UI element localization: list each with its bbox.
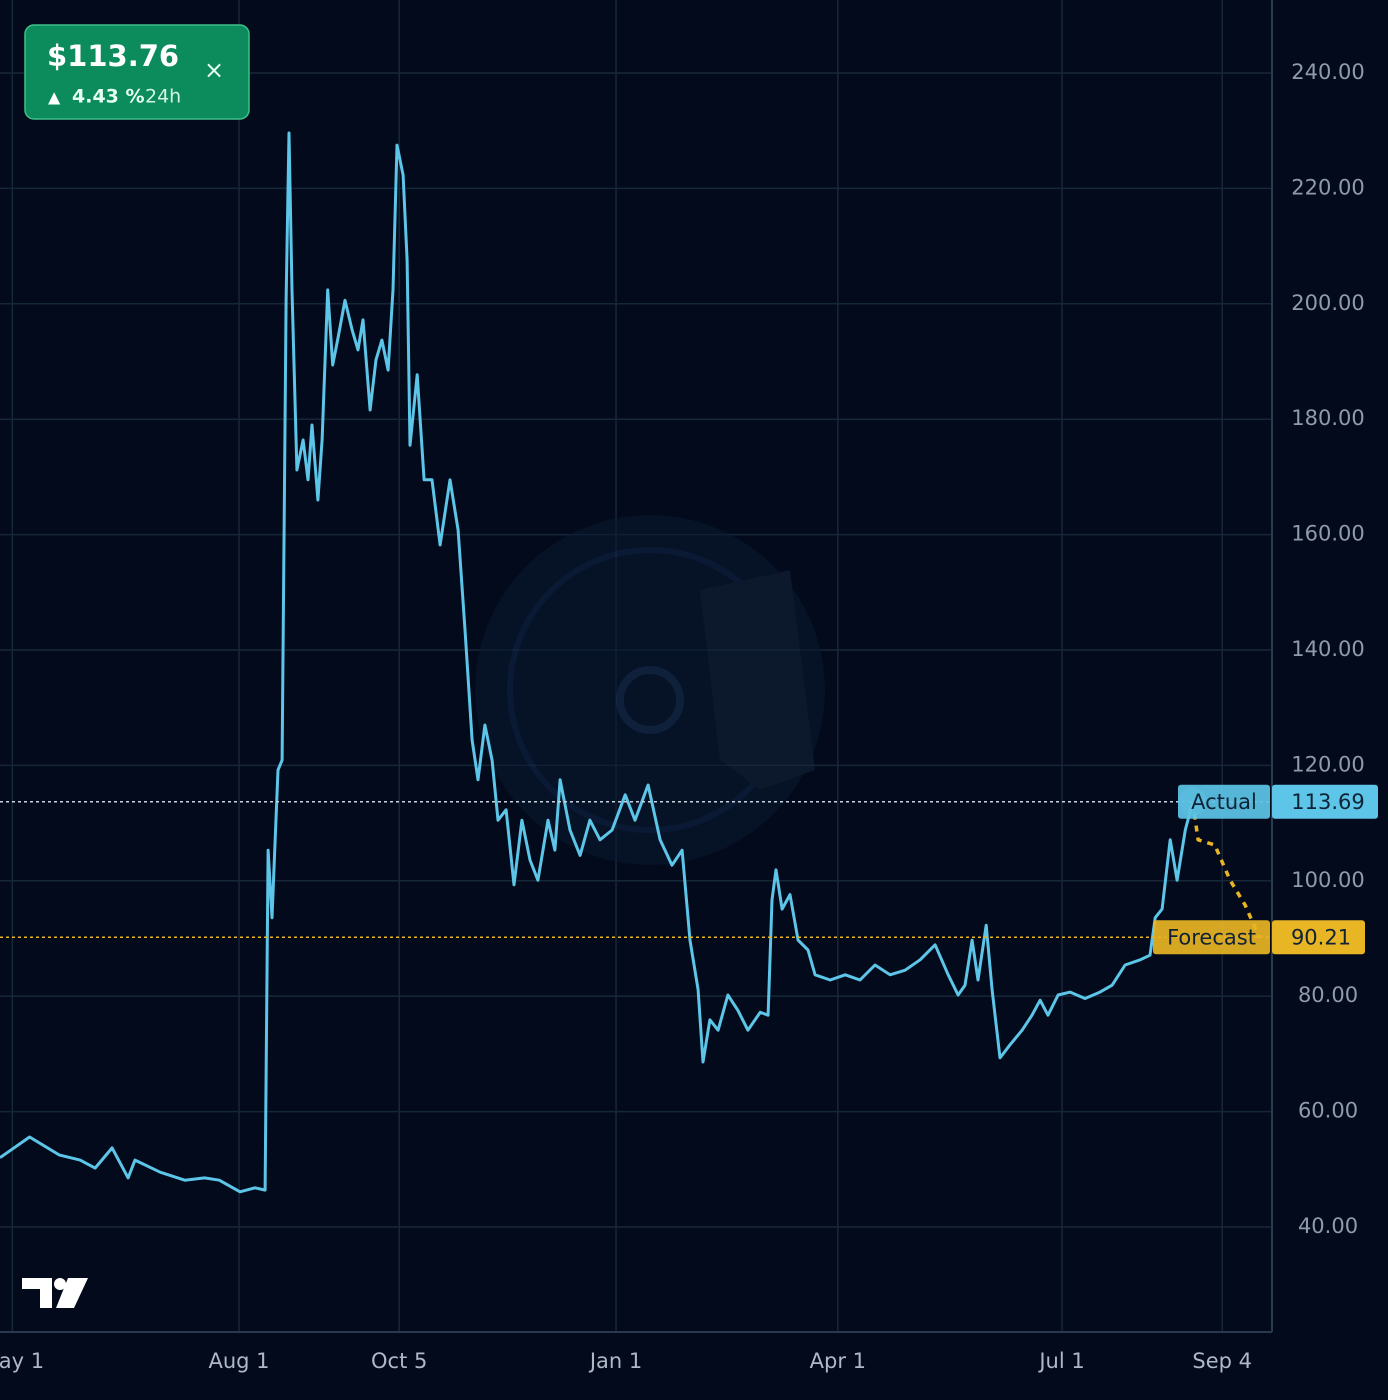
y-tick-label: 120.00 <box>1291 752 1364 776</box>
x-tick-label: Jan 1 <box>588 1349 642 1373</box>
value-label: 90.21 <box>1291 925 1351 949</box>
x-tick-label: Sep 4 <box>1192 1349 1252 1373</box>
x-tick-label: Oct 5 <box>371 1349 427 1373</box>
badge-change: 4.43 % <box>72 86 145 108</box>
badge-arrow: ▲ <box>48 88 61 107</box>
y-tick-label: 160.00 <box>1291 522 1364 546</box>
value-tag <box>1272 784 1378 819</box>
logo-dot <box>54 1278 66 1290</box>
value-tag <box>1272 920 1365 955</box>
watermark-eye <box>616 666 684 734</box>
logo-part <box>22 1278 52 1308</box>
y-tick-label: 180.00 <box>1291 406 1364 430</box>
x-tick-label: Apr 1 <box>810 1349 866 1373</box>
watermark <box>475 515 825 865</box>
x-tick-label: Jul 1 <box>1037 1349 1084 1373</box>
y-tick-label: 200.00 <box>1291 291 1364 315</box>
badge-price: $113.76 <box>47 39 179 73</box>
x-tick-label: May 1 <box>0 1349 44 1373</box>
value-label: 113.69 <box>1291 790 1364 814</box>
y-tick-label: 100.00 <box>1291 868 1364 892</box>
price-badge: $113.76 ▲ 4.43 % 24h × <box>24 24 250 120</box>
y-tick-label: 140.00 <box>1291 637 1364 661</box>
price-tags: Actual 113.69 Forecast 90.21 <box>1153 784 1378 955</box>
x-tick-label: Aug 1 <box>209 1349 270 1373</box>
y-tick-label: 240.00 <box>1291 60 1364 84</box>
series-line <box>1190 801 1261 939</box>
logo-part <box>56 1278 88 1308</box>
series-line <box>0 131 1195 1194</box>
series-name: Actual <box>1191 790 1257 814</box>
y-tick-label: 40.00 <box>1298 1214 1358 1238</box>
series-name-tag <box>1178 784 1270 819</box>
tradingview-logo <box>22 1278 88 1308</box>
series-name: Forecast <box>1167 925 1256 949</box>
badge-period: 24h <box>145 86 181 108</box>
y-tick-label: 220.00 <box>1291 175 1364 199</box>
badge-close[interactable]: × <box>204 56 224 84</box>
series-name-tag <box>1153 920 1270 955</box>
axes: 40.00 60.00 80.00 100.00 120.00 140.00 160.00 1… <box>0 60 1365 1373</box>
badge-box <box>24 24 250 120</box>
y-tick-label: 60.00 <box>1298 1099 1358 1123</box>
y-tick-label: 80.00 <box>1298 983 1358 1007</box>
watermark-helmet <box>700 570 815 790</box>
